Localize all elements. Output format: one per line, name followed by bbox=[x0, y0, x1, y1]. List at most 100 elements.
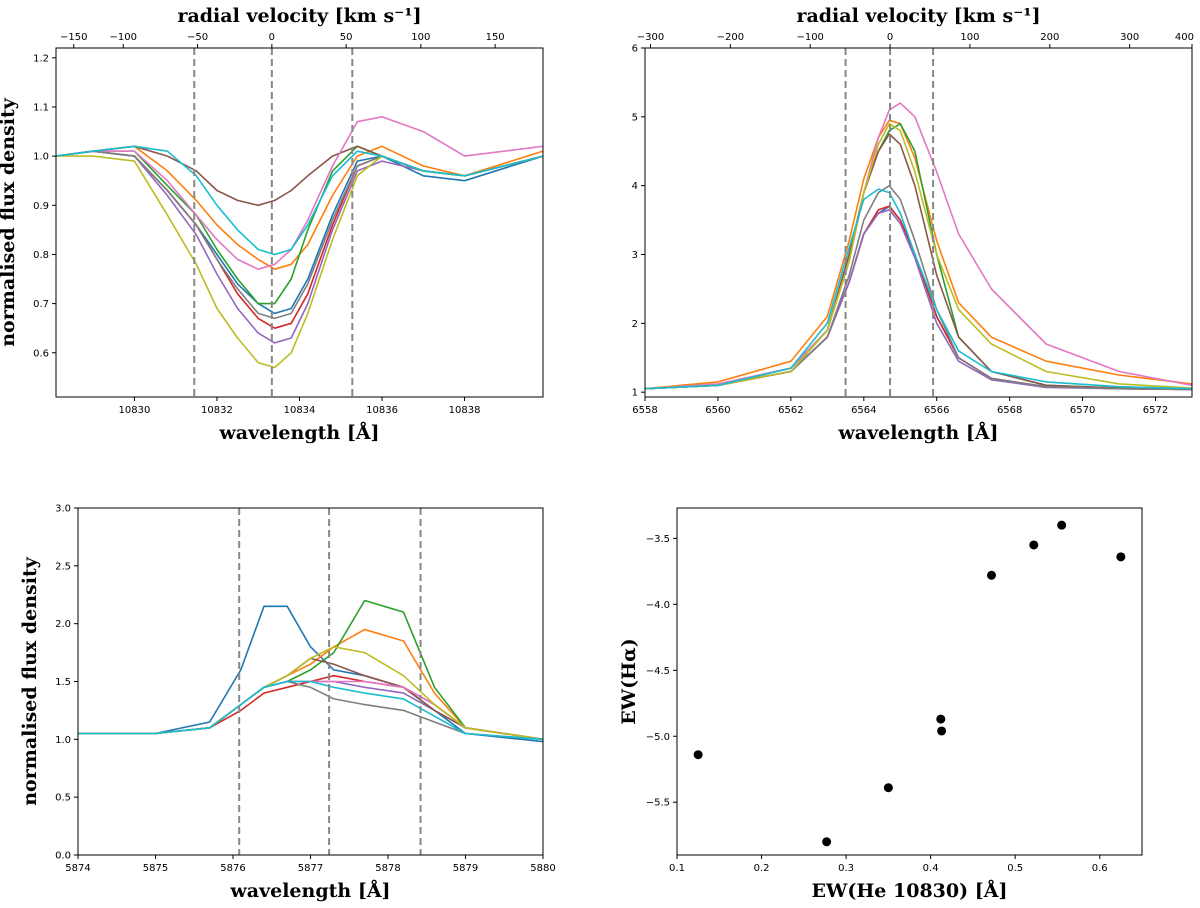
top-tick-label: 400 bbox=[1175, 32, 1194, 43]
y-tick-label: 1.2 bbox=[33, 53, 49, 64]
scatter-point-3 bbox=[883, 783, 893, 793]
series-line-7 bbox=[78, 680, 543, 741]
y-tick-label: 2 bbox=[632, 319, 638, 330]
y-tick-label: 1.0 bbox=[33, 152, 49, 163]
series-line-10 bbox=[56, 145, 543, 256]
top-tick-label: −150 bbox=[60, 32, 87, 43]
y-tick-label: 0.9 bbox=[33, 201, 49, 212]
x-tick-label: 6570 bbox=[1070, 405, 1095, 416]
x-tick-label: 6560 bbox=[705, 405, 730, 416]
x-tick-label: 6568 bbox=[997, 405, 1022, 416]
scatter-point-8 bbox=[1057, 520, 1067, 530]
x-tick-label: 0.6 bbox=[1092, 863, 1108, 874]
scatter-point-9 bbox=[1116, 552, 1126, 562]
x-axis-title: wavelength [Å] bbox=[218, 421, 379, 444]
scatter-point-4 bbox=[936, 714, 946, 724]
top-tick-label: 100 bbox=[960, 32, 979, 43]
top-tick-label: −50 bbox=[187, 32, 208, 43]
y-axis-title: normalised flux density bbox=[0, 97, 19, 346]
series-line-7 bbox=[56, 116, 543, 270]
y-tick-label: 3 bbox=[632, 250, 638, 261]
y-tick-label: 3.0 bbox=[55, 504, 71, 515]
x-tick-label: 10834 bbox=[284, 405, 316, 416]
series-line-4 bbox=[78, 674, 543, 741]
x-axis-title: EW(He 10830) [Å] bbox=[812, 879, 1008, 902]
y-tick-label: 6 bbox=[632, 44, 638, 55]
y-tick-label: 2.0 bbox=[55, 619, 71, 630]
top-tick-label: 300 bbox=[1120, 32, 1139, 43]
series-line-5 bbox=[645, 209, 1192, 391]
x-tick-label: 6562 bbox=[778, 405, 803, 416]
x-tick-label: 0.4 bbox=[923, 863, 939, 874]
top-tick-label: −200 bbox=[717, 32, 744, 43]
top-tick-label: 200 bbox=[1040, 32, 1059, 43]
scatter-point-1 bbox=[693, 750, 703, 760]
series-line-1 bbox=[78, 605, 543, 743]
series-line-2 bbox=[56, 145, 543, 270]
top-tick-label: 0 bbox=[269, 32, 275, 43]
series-line-8 bbox=[78, 680, 543, 741]
plot-frame bbox=[676, 507, 1143, 856]
series-line-9 bbox=[645, 122, 1192, 390]
x-tick-label: 0.5 bbox=[1007, 863, 1023, 874]
series-line-9 bbox=[56, 155, 543, 369]
plot-area bbox=[78, 508, 543, 855]
plot-area bbox=[645, 48, 1192, 397]
x-tick-label: 10838 bbox=[449, 405, 481, 416]
scatter-point-5 bbox=[937, 726, 947, 736]
series-line-1 bbox=[645, 205, 1192, 391]
x-tick-label: 5878 bbox=[375, 863, 400, 874]
series-line-9 bbox=[78, 646, 543, 741]
plot-area bbox=[693, 520, 1126, 847]
x-tick-label: 5875 bbox=[143, 863, 168, 874]
top-tick-label: 150 bbox=[486, 32, 505, 43]
series-line-4 bbox=[645, 205, 1192, 391]
top-tick-label: 100 bbox=[411, 32, 430, 43]
y-tick-label: 1.5 bbox=[55, 677, 71, 688]
series-line-5 bbox=[78, 680, 543, 741]
x-axis-title: wavelength [Å] bbox=[229, 879, 390, 902]
y-tick-label: −4.5 bbox=[646, 666, 670, 677]
x-tick-label: 6558 bbox=[632, 405, 657, 416]
x-tick-label: 10832 bbox=[201, 405, 233, 416]
series-line-4 bbox=[56, 150, 543, 329]
y-tick-label: 0.6 bbox=[33, 348, 49, 359]
y-tick-label: 2.5 bbox=[55, 561, 71, 572]
x-axis-title: wavelength [Å] bbox=[837, 421, 998, 444]
x-tick-label: 6566 bbox=[924, 405, 949, 416]
y-tick-label: 0.7 bbox=[33, 299, 49, 310]
series-line-10 bbox=[645, 188, 1192, 390]
top-axis-title: radial velocity [km s⁻¹] bbox=[796, 5, 1040, 27]
series-line-3 bbox=[645, 122, 1192, 390]
y-axis-title: EW(Hα) bbox=[618, 638, 640, 724]
y-tick-label: −3.5 bbox=[646, 534, 670, 545]
x-tick-label: 0.2 bbox=[754, 863, 770, 874]
x-tick-label: 0.1 bbox=[669, 863, 685, 874]
y-tick-label: 1.0 bbox=[55, 735, 71, 746]
top-tick-label: 50 bbox=[340, 32, 353, 43]
plot-frame bbox=[55, 47, 544, 398]
y-tick-label: 4 bbox=[632, 181, 638, 192]
x-tick-label: 5876 bbox=[220, 863, 245, 874]
panel-halpha: 6558 6560 6562 6564 6566 6568 6570 6572 1 2 3 4 5 6−3… bbox=[632, 5, 1194, 444]
x-tick-label: 10836 bbox=[366, 405, 398, 416]
top-axis-title: radial velocity [km s⁻¹] bbox=[177, 5, 421, 27]
y-tick-label: 0.8 bbox=[33, 250, 49, 261]
y-tick-label: −4.0 bbox=[646, 600, 670, 611]
top-tick-label: 0 bbox=[887, 32, 893, 43]
y-tick-label: 5 bbox=[632, 112, 638, 123]
y-tick-label: 0.5 bbox=[55, 793, 71, 804]
top-tick-label: −300 bbox=[637, 32, 664, 43]
series-line-8 bbox=[645, 184, 1192, 391]
x-tick-label: 6572 bbox=[1143, 405, 1168, 416]
x-tick-label: 6564 bbox=[851, 405, 876, 416]
y-tick-label: 1.1 bbox=[33, 102, 49, 113]
x-tick-label: 5879 bbox=[453, 863, 478, 874]
y-tick-label: 0.0 bbox=[55, 851, 71, 862]
x-tick-label: 5874 bbox=[65, 863, 90, 874]
top-tick-label: −100 bbox=[110, 32, 137, 43]
panel-ew: 0.1 0.2 0.3 0.4 0.5 0.6 −5.5 −5.0 −4.5 −4.0 −3.5 EW… bbox=[618, 507, 1143, 902]
plot-area bbox=[56, 48, 543, 397]
scatter-point-2 bbox=[822, 837, 832, 847]
